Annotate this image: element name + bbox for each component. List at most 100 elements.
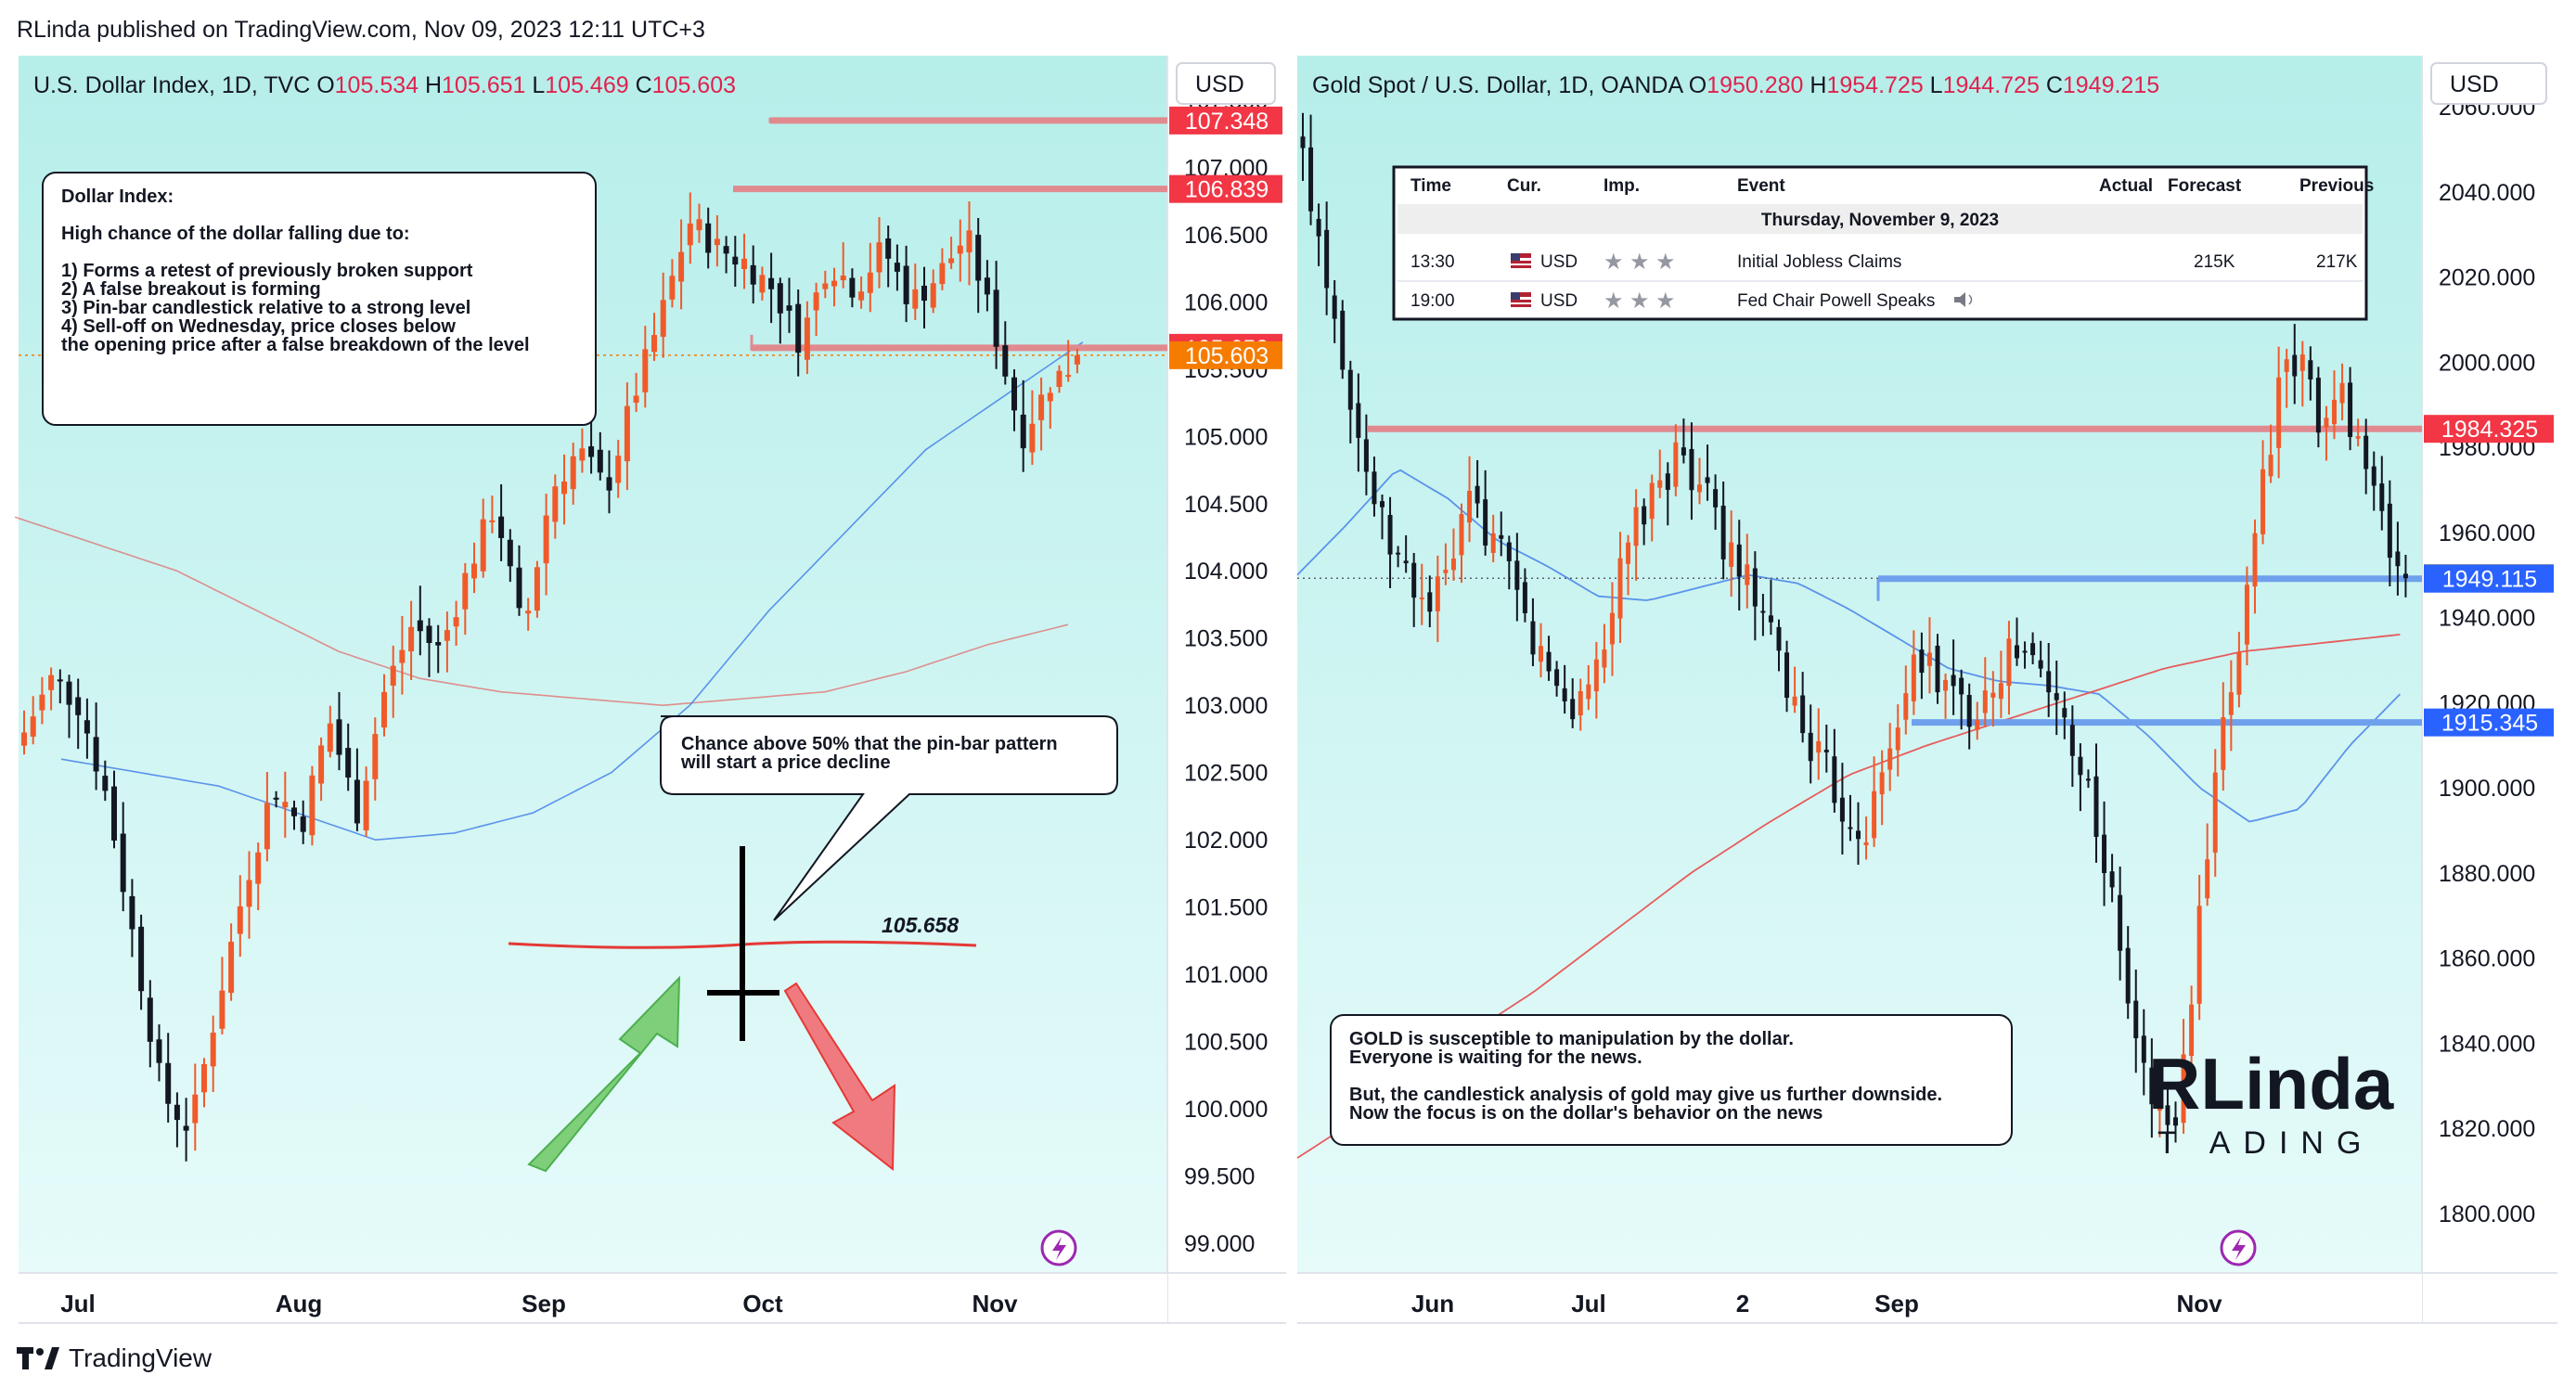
candle-body bbox=[426, 625, 432, 643]
candle-body bbox=[777, 283, 783, 314]
candle-body bbox=[111, 786, 117, 841]
ohlc-key: C bbox=[2040, 72, 2063, 98]
star-icon: ★ bbox=[1655, 250, 1676, 275]
y-tick-label: 1840.000 bbox=[2439, 1031, 2535, 1057]
price-axis-panel bbox=[2422, 56, 2557, 1323]
y-tick-label: 1800.000 bbox=[2439, 1202, 2535, 1227]
candle-body bbox=[1823, 750, 1829, 752]
candle-body bbox=[1832, 756, 1837, 803]
candle-body bbox=[192, 1094, 199, 1124]
candle-body bbox=[1665, 473, 1670, 490]
candle-body bbox=[1633, 507, 1639, 546]
chart-title: U.S. Dollar Index, 1D, TVC O105.534 H105… bbox=[33, 72, 736, 98]
dxy-info-box-line: Dollar Index: bbox=[61, 186, 174, 207]
dxy-chart[interactable]: 107.500107.000106.500106.000105.500105.0… bbox=[14, 56, 1286, 1324]
y-tick-label: 1820.000 bbox=[2439, 1116, 2535, 1142]
gold-chart[interactable]: 2060.0002040.0002020.0002000.0001980.000… bbox=[1296, 56, 2557, 1324]
candle-body bbox=[237, 906, 243, 934]
callout-frame bbox=[660, 715, 1118, 921]
candle-body bbox=[687, 223, 693, 246]
candle-body bbox=[723, 246, 729, 254]
candle-body bbox=[2395, 551, 2401, 567]
candle-body bbox=[885, 238, 892, 259]
candle-body bbox=[2308, 360, 2313, 380]
candle-body bbox=[993, 289, 999, 347]
price-label-bg bbox=[2424, 564, 2554, 593]
candle-body bbox=[1347, 369, 1353, 410]
candle-body bbox=[642, 349, 649, 392]
candle-body bbox=[2069, 725, 2075, 756]
candle-body bbox=[1038, 394, 1045, 420]
us-flag-stripe bbox=[1511, 263, 1531, 265]
candle-body bbox=[399, 649, 406, 663]
candle-body bbox=[1593, 659, 1599, 692]
candle-body bbox=[246, 880, 252, 907]
x-tick-label: Sep bbox=[1874, 1290, 1919, 1317]
price-label-text: 105.603 bbox=[1185, 343, 1269, 369]
dxy-info-box-frame bbox=[42, 172, 597, 426]
candle-body bbox=[1966, 695, 1972, 727]
y-tick-label: 100.000 bbox=[1184, 1097, 1268, 1123]
candle-body bbox=[489, 520, 496, 522]
candle-body bbox=[84, 720, 90, 734]
candle-body bbox=[408, 626, 415, 652]
y-tick-label: 105.000 bbox=[1184, 424, 1268, 450]
candle-body bbox=[2260, 469, 2266, 534]
candle-body bbox=[867, 272, 873, 293]
y-tick-label: 99.500 bbox=[1184, 1164, 1255, 1190]
candle-body bbox=[2189, 1004, 2195, 1057]
candle-body bbox=[1539, 646, 1543, 662]
ohlc-key: L bbox=[525, 72, 545, 98]
candle-body bbox=[2085, 778, 2091, 781]
candle-body bbox=[462, 572, 469, 610]
candle-body bbox=[1530, 621, 1536, 655]
ohlc-value: 105.469 bbox=[545, 72, 628, 98]
calendar-header: Cur. bbox=[1507, 176, 1541, 196]
y-tick-label: 101.000 bbox=[1184, 962, 1268, 988]
candle-body bbox=[975, 235, 982, 281]
candle-body bbox=[75, 697, 82, 715]
y-tick-label: 102.500 bbox=[1184, 761, 1268, 787]
calendar-header: Time bbox=[1410, 176, 1451, 196]
calendar-header: Event bbox=[1737, 176, 1785, 196]
candle-body bbox=[2315, 378, 2321, 433]
candle-body bbox=[2244, 585, 2249, 645]
tradingview-footer[interactable]: TradingView bbox=[17, 1343, 212, 1373]
calendar-currency: USD bbox=[1540, 291, 1578, 311]
candle-body bbox=[1784, 652, 1790, 699]
candle-body bbox=[633, 395, 639, 404]
currency-button[interactable] bbox=[1176, 62, 1276, 105]
calendar-time: 19:00 bbox=[1410, 291, 1455, 311]
candle-body bbox=[201, 1063, 207, 1093]
candle-body bbox=[570, 456, 576, 490]
candle-body bbox=[372, 734, 379, 779]
candle-body bbox=[1736, 544, 1742, 577]
candle-body bbox=[1649, 482, 1655, 520]
candle-body bbox=[2228, 692, 2234, 715]
star-icon: ★ bbox=[1629, 250, 1650, 275]
candle-body bbox=[363, 780, 369, 830]
candle-body bbox=[912, 289, 919, 309]
time-axis-panel bbox=[1297, 1273, 2422, 1323]
candle-body bbox=[615, 456, 622, 483]
candle-body bbox=[1848, 827, 1853, 829]
gold-note-box-frame bbox=[1330, 1014, 2013, 1146]
candle-body bbox=[2157, 1100, 2162, 1112]
candle-body bbox=[1450, 559, 1456, 571]
currency-button[interactable] bbox=[2430, 62, 2547, 105]
candle-body bbox=[1713, 489, 1719, 508]
candle-body bbox=[264, 803, 270, 850]
candle-body bbox=[1011, 377, 1017, 411]
candle-body bbox=[903, 265, 909, 304]
candle-body bbox=[1490, 533, 1496, 553]
candle-body bbox=[1340, 310, 1346, 370]
charts-area[interactable]: 107.500107.000106.500106.000105.500105.0… bbox=[0, 46, 2576, 1364]
dxy-info-box-line: High chance of the dollar falling due to… bbox=[61, 224, 410, 244]
candle-body bbox=[93, 737, 99, 772]
candle-body bbox=[2102, 834, 2107, 873]
candle-body bbox=[2133, 1000, 2139, 1039]
price-label-bg bbox=[2424, 708, 2554, 737]
candle-body bbox=[1467, 491, 1473, 523]
candle-body bbox=[957, 245, 963, 254]
candle-body bbox=[822, 283, 829, 289]
